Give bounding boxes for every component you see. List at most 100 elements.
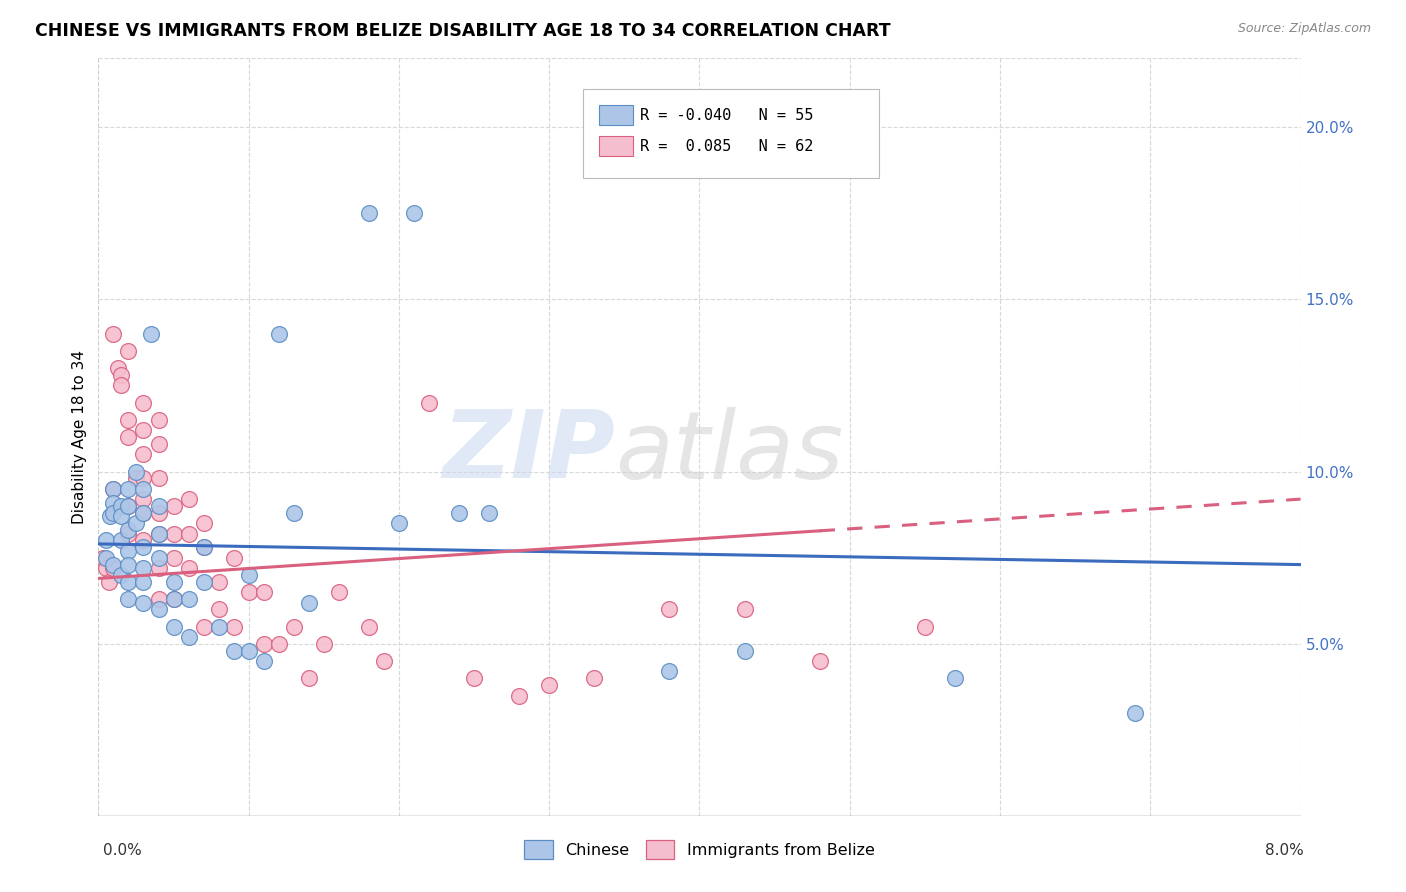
Point xyxy=(125,516,148,531)
Point xyxy=(298,595,321,609)
Point xyxy=(222,644,245,658)
Point xyxy=(148,550,170,565)
Point xyxy=(177,592,200,607)
Point xyxy=(132,561,155,575)
Point xyxy=(132,574,155,589)
Point xyxy=(132,482,155,496)
Point xyxy=(117,499,139,513)
Point xyxy=(132,447,155,461)
Text: ZIP: ZIP xyxy=(443,406,616,499)
Point xyxy=(117,592,139,607)
Point xyxy=(943,671,966,685)
Point xyxy=(177,561,200,575)
Point xyxy=(734,602,756,616)
Point xyxy=(193,574,215,589)
Point xyxy=(162,574,184,589)
Text: 8.0%: 8.0% xyxy=(1264,843,1303,858)
Text: 0.0%: 0.0% xyxy=(103,843,142,858)
Point xyxy=(193,516,215,531)
Point xyxy=(110,568,132,582)
Point xyxy=(117,413,139,427)
Point xyxy=(103,558,125,572)
Point xyxy=(125,465,148,479)
Point xyxy=(110,533,132,548)
Point xyxy=(253,654,276,668)
Point xyxy=(357,619,380,633)
Point xyxy=(238,585,260,599)
Point xyxy=(222,550,245,565)
Point xyxy=(267,326,290,341)
Point xyxy=(583,671,606,685)
Y-axis label: Disability Age 18 to 34: Disability Age 18 to 34 xyxy=(72,350,87,524)
Point xyxy=(148,526,170,541)
Point xyxy=(132,395,155,409)
Point xyxy=(132,533,155,548)
Point xyxy=(132,423,155,437)
Point xyxy=(402,206,425,220)
Point xyxy=(328,585,350,599)
Point xyxy=(162,619,184,633)
Point xyxy=(162,550,184,565)
Point xyxy=(103,482,125,496)
Point xyxy=(132,595,155,609)
Point xyxy=(538,678,561,692)
Point xyxy=(418,395,440,409)
Point xyxy=(117,482,139,496)
Point xyxy=(388,516,411,531)
Point xyxy=(177,630,200,644)
Point xyxy=(447,506,470,520)
Point xyxy=(658,665,681,679)
Point xyxy=(117,558,139,572)
Point xyxy=(734,644,756,658)
Point xyxy=(162,592,184,607)
Point xyxy=(132,506,155,520)
Point xyxy=(373,654,395,668)
Point xyxy=(117,343,139,358)
Point xyxy=(139,326,162,341)
Point xyxy=(478,506,501,520)
Point xyxy=(162,526,184,541)
Point xyxy=(107,361,129,376)
Point xyxy=(177,492,200,507)
Point xyxy=(132,492,155,507)
Point xyxy=(148,592,170,607)
Point xyxy=(253,637,276,651)
Point xyxy=(103,482,125,496)
Point xyxy=(132,506,155,520)
Point xyxy=(267,637,290,651)
Point xyxy=(117,526,139,541)
Point xyxy=(117,523,139,537)
Point xyxy=(238,568,260,582)
Point xyxy=(357,206,380,220)
Point xyxy=(110,378,132,392)
Point xyxy=(283,506,305,520)
Point xyxy=(103,326,125,341)
Point xyxy=(94,550,117,565)
Point xyxy=(148,561,170,575)
Point xyxy=(283,619,305,633)
Point xyxy=(110,499,132,513)
Text: CHINESE VS IMMIGRANTS FROM BELIZE DISABILITY AGE 18 TO 34 CORRELATION CHART: CHINESE VS IMMIGRANTS FROM BELIZE DISABI… xyxy=(35,22,891,40)
Point xyxy=(117,574,139,589)
Point xyxy=(808,654,831,668)
Text: R = -0.040   N = 55: R = -0.040 N = 55 xyxy=(640,108,813,122)
Point xyxy=(117,430,139,444)
Point xyxy=(208,602,231,616)
Point xyxy=(117,499,139,513)
Point xyxy=(91,550,114,565)
Point xyxy=(162,499,184,513)
Point xyxy=(97,574,120,589)
Point xyxy=(100,509,122,524)
Point xyxy=(658,602,681,616)
Point xyxy=(148,506,170,520)
Point xyxy=(463,671,485,685)
Legend: Chinese, Immigrants from Belize: Chinese, Immigrants from Belize xyxy=(517,834,882,865)
Point xyxy=(193,541,215,555)
Point xyxy=(132,541,155,555)
Point xyxy=(312,637,335,651)
Point xyxy=(103,506,125,520)
Point xyxy=(193,619,215,633)
Point xyxy=(125,471,148,485)
Point xyxy=(148,499,170,513)
Point xyxy=(253,585,276,599)
